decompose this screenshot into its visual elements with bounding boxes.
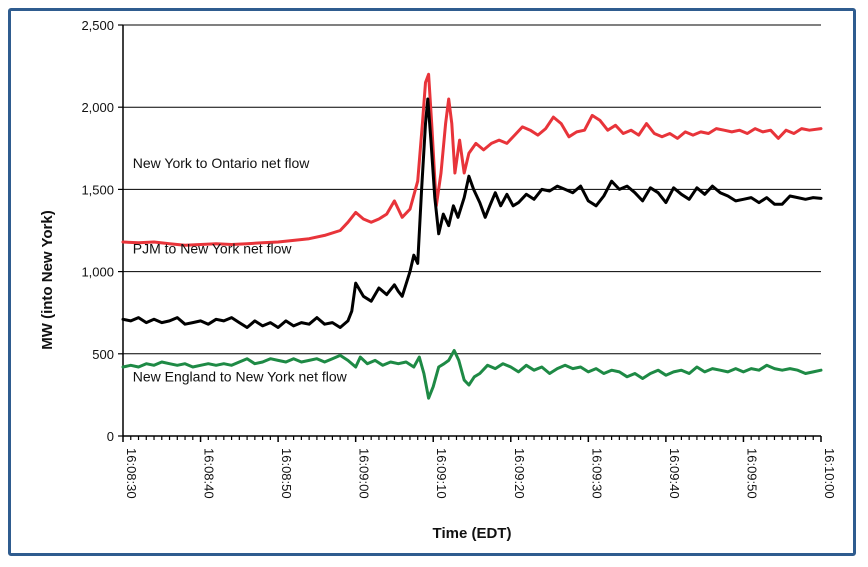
y-tick-label: 2,500 (81, 18, 114, 33)
x-tick-label: 16:10:00 (822, 448, 837, 499)
x-tick-label: 16:09:30 (589, 448, 604, 499)
x-tick-label: 16:09:40 (667, 448, 682, 499)
y-axis-title: MW (into New York) (39, 210, 56, 349)
series-lines (121, 72, 823, 400)
y-tick-label: 500 (92, 347, 114, 362)
chart-frame (8, 8, 856, 556)
y-tick-label: 0 (107, 429, 114, 444)
gridlines (123, 24, 821, 355)
y-tick-label: 2,000 (81, 100, 114, 115)
series-line-ontario (121, 72, 823, 247)
y-tick-label: 1,500 (81, 182, 114, 197)
series-annotations: New York to Ontario net flow PJM to New Y… (133, 155, 348, 385)
series-line-new-england (121, 349, 823, 400)
x-tick-label: 16:08:30 (124, 448, 139, 499)
series-line-pjm (121, 97, 823, 329)
x-tick-label: 16:09:50 (744, 448, 759, 499)
x-tick-labels: 16:08:30 16:08:40 16:08:50 16:09:00 16:09:10… (124, 448, 837, 499)
y-tick-labels: 0 500 1,000 1,500 2,000 2,500 (81, 18, 114, 444)
x-tick-label: 16:08:40 (202, 448, 217, 499)
y-tick-label: 1,000 (81, 265, 114, 280)
series-label-ontario: New York to Ontario net flow (133, 155, 311, 171)
x-tick-label: 16:09:10 (434, 448, 449, 499)
x-axis-title: Time (EDT) (433, 525, 512, 542)
x-tick-label: 16:09:20 (512, 448, 527, 499)
x-tick-label: 16:08:50 (279, 448, 294, 499)
series-label-new-england: New England to New York net flow (133, 369, 348, 385)
x-tick-label: 16:09:00 (357, 448, 372, 499)
series-label-pjm: PJM to New York net flow (133, 241, 293, 257)
